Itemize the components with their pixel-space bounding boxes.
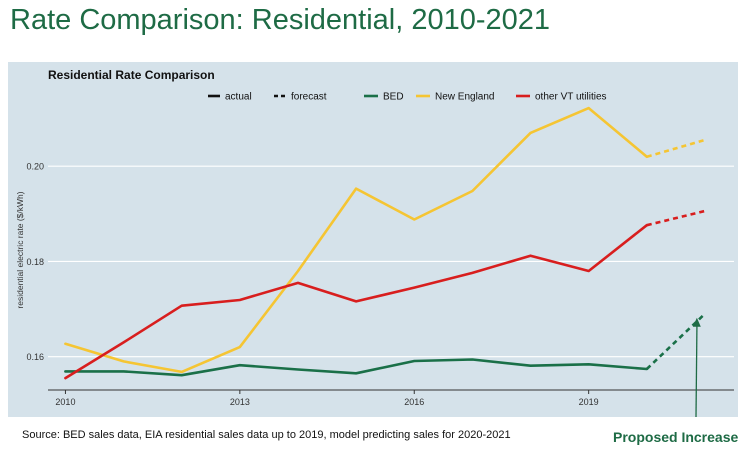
y-tick-label: 0.16 [26, 352, 44, 362]
chart-svg: 0.16 0.18 0.20 2010 2013 2016 2019 residential … [8, 62, 738, 417]
legend-label-new-england: New England [435, 92, 494, 103]
proposed-increase-arrowhead [692, 317, 701, 327]
line-chart: 0.16 0.18 0.20 2010 2013 2016 2019 residential … [8, 62, 738, 417]
x-tick-label: 2019 [579, 397, 599, 407]
series-line-bed-actual [64, 358, 649, 377]
y-axis-title: residential electric rate ($/kWh) [15, 191, 25, 308]
legend-label-forecast: forecast [291, 92, 327, 103]
x-tick-label: 2016 [404, 397, 424, 407]
legend-label-bed: BED [383, 92, 404, 103]
chart-panel [8, 62, 738, 417]
page-title: Rate Comparison: Residential, 2010-2021 [10, 4, 551, 36]
x-tick-label: 2013 [230, 397, 250, 407]
y-tick-label: 0.20 [26, 162, 44, 172]
legend-label-other-vt-utilities: other VT utilities [535, 92, 607, 103]
legend-label-actual: actual [225, 92, 252, 103]
y-tick-label: 0.18 [26, 257, 44, 267]
source-note: Source: BED sales data, EIA residential … [22, 429, 511, 441]
series-line-new-england-forecast [646, 138, 706, 158]
proposed-increase-arrow [695, 325, 698, 417]
proposed-increase-label: Proposed Increase [613, 429, 739, 445]
chart-title: Residential Rate Comparison [48, 68, 215, 82]
series-line-other-vt-utilities-actual [64, 223, 649, 380]
series-line-new-england-actual [64, 106, 649, 374]
series-line-other-vt-utilities-forecast [646, 209, 706, 227]
x-tick-label: 2010 [55, 397, 75, 407]
